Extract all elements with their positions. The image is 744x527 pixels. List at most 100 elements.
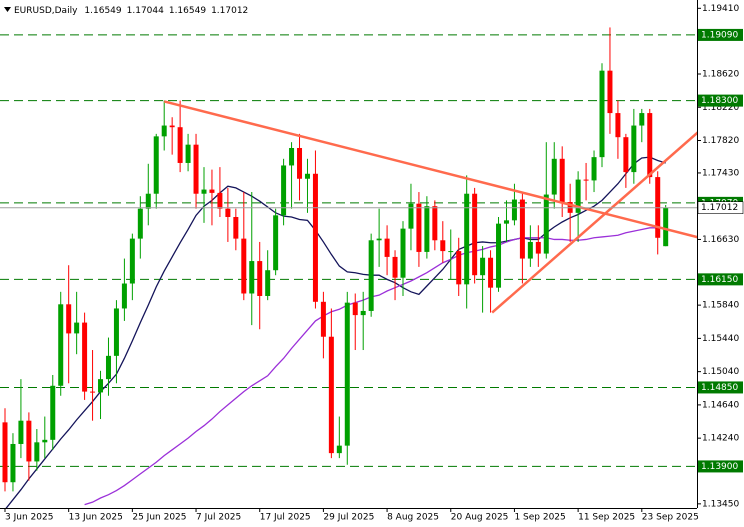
level-label: 1.16150 [701,275,738,285]
candle-body [304,173,310,179]
y-tick-label: 1.14240 [702,434,739,444]
candle-body [575,179,581,213]
candle-body [336,445,342,454]
price-label-bg [697,201,744,214]
candle-body [121,283,127,309]
level-label: 1.14850 [701,383,738,393]
y-tick-label: 1.17430 [702,168,739,178]
level-label: 1.19090 [701,30,738,40]
candle-body [591,157,597,181]
y-tick-label: 1.15040 [702,367,739,377]
trendline [163,100,697,239]
candle-body [615,113,621,138]
y-tick-label: 1.18220 [702,103,739,113]
candle-body [105,355,111,380]
candle-body [519,199,525,259]
candle-body [464,193,470,285]
candle-body [496,223,502,288]
candle-body [289,147,295,166]
candle-body [185,144,191,163]
candle-body [74,322,80,334]
candle-body [583,179,589,181]
candle-body [312,173,318,302]
candle-body [281,165,287,216]
candle-body [472,193,478,276]
y-tick-label: 1.13450 [702,499,739,509]
candle-body [559,158,565,203]
candle-body [177,127,183,163]
candle-body [265,270,271,296]
price-label: 1.17012 [701,203,738,213]
level-label-bg [698,381,743,394]
x-tick-label: 13 Jun 2025 [69,513,123,523]
candle-body [201,189,207,194]
candle-body [639,113,645,126]
close-value: 1.17012 [211,6,248,16]
level-label-bg [698,460,743,473]
candle-body [153,136,159,194]
candle-body [193,144,199,194]
candle-body [257,261,263,296]
candle-body [607,70,613,114]
candle-body [50,385,56,440]
candle-body [145,193,151,209]
x-tick-label: 25 Jun 2025 [132,513,186,523]
candle-body [488,257,494,288]
open-value: 1.16549 [84,6,121,16]
candle-body [392,256,398,278]
candle-body [137,208,143,239]
candle-body [456,251,462,285]
candle-body [90,391,96,393]
candle-body [273,215,279,271]
candle-body [58,304,64,386]
candle-body [360,310,366,316]
candle-body [161,125,167,137]
candle-body [129,238,135,284]
x-tick-label: 1 Sep 2025 [514,513,565,523]
candle-body [98,379,104,393]
candle-body [328,336,334,454]
candle-body [663,207,669,247]
candle-body [42,439,48,443]
candle-body [535,241,541,254]
candle-body [368,240,374,311]
level-label-bg [698,28,743,41]
candle-body [113,308,119,356]
candle-body [352,302,358,316]
candle-body [10,443,16,483]
candle-body [551,158,557,195]
candle-body [320,301,326,337]
y-tick-label: 1.16630 [702,235,739,245]
level-label-bg [698,273,743,286]
plot-area [0,27,697,508]
high-value: 1.17044 [127,6,164,16]
moving-average [84,227,666,506]
symbol: EURUSD,Daily [14,6,78,16]
candle-body [543,194,549,254]
candle-body [241,238,247,294]
candle-body [623,137,629,173]
candle-body [26,420,32,462]
x-tick-label: 3 Jun 2025 [5,513,53,523]
y-tick-label: 1.19410 [702,4,739,14]
candle-body [209,189,215,193]
candle-body [527,241,533,259]
y-tick-label: 1.15440 [702,334,739,344]
candle-body [217,192,223,209]
candle-body [169,125,175,128]
candle-body [400,228,406,278]
candle-body [424,206,430,252]
candle-body [511,199,517,221]
level-label-bg [698,94,743,107]
candle-body [233,217,239,239]
candle-body [599,70,605,158]
x-tick-label: 17 Jul 2025 [260,513,311,523]
candle-body [344,302,350,446]
candle-body [480,257,486,276]
candle-body [297,147,303,179]
y-tick-label: 1.15840 [702,301,739,311]
x-tick-label: 11 Sep 2025 [578,513,635,523]
candle-body [384,238,390,257]
x-tick-label: 29 Jul 2025 [323,513,374,523]
